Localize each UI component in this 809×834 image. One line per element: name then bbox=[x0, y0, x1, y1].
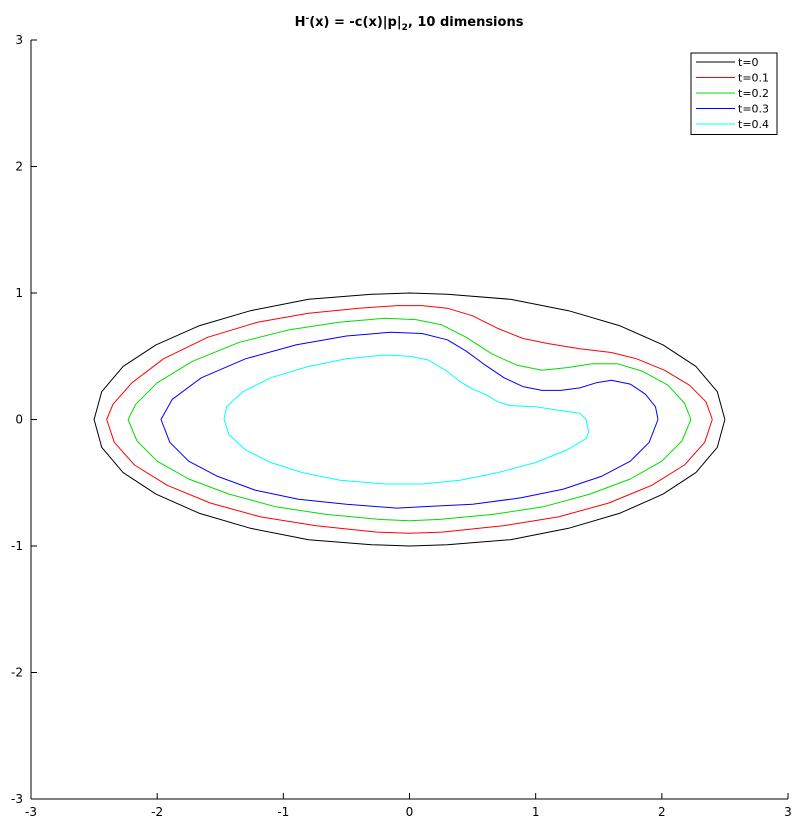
legend-label: t=0.1 bbox=[738, 72, 769, 85]
series-line-2 bbox=[127, 317, 692, 522]
x-tick-label: 2 bbox=[658, 805, 666, 819]
legend: t=0 t=0.1 t=0.2 t=0.3 t=0.4 bbox=[690, 52, 778, 135]
y-tick-label: -2 bbox=[11, 666, 23, 680]
legend-label: t=0.4 bbox=[738, 118, 769, 131]
series-line-3 bbox=[160, 331, 659, 509]
x-tick-label: -1 bbox=[277, 805, 289, 819]
series-line-4 bbox=[223, 354, 590, 485]
axes: -3 -2 -1 0 1 2 3 -3 -2 -1 0 1 2 3 bbox=[11, 33, 792, 819]
y-tick-label: 0 bbox=[15, 413, 23, 427]
series-layer bbox=[93, 292, 726, 547]
y-tick-label: 3 bbox=[15, 33, 23, 47]
x-tick-label: 1 bbox=[532, 805, 540, 819]
series-line-0 bbox=[93, 292, 726, 547]
series-line-1 bbox=[106, 305, 713, 534]
y-tick-label: -3 bbox=[11, 792, 23, 806]
legend-label: t=0 bbox=[738, 56, 759, 69]
x-tick-label: -2 bbox=[151, 805, 163, 819]
title-mid: (x) = -c(x)|p| bbox=[309, 15, 401, 30]
y-tick-label: 1 bbox=[15, 286, 23, 300]
x-tick-label: 0 bbox=[406, 805, 414, 819]
y-tick-label: 2 bbox=[15, 160, 23, 174]
title-sup: - bbox=[305, 14, 309, 24]
legend-label: t=0.3 bbox=[738, 103, 769, 116]
title-main: H bbox=[295, 15, 306, 30]
x-tick-label: 3 bbox=[784, 805, 792, 819]
title-sub: 2 bbox=[402, 23, 408, 33]
legend-box bbox=[690, 52, 778, 135]
y-tick-label: -1 bbox=[11, 539, 23, 553]
x-tick-label: -3 bbox=[25, 805, 37, 819]
chart-title: H-(x) = -c(x)|p|2, 10 dimensions bbox=[295, 14, 524, 33]
title-tail: , 10 dimensions bbox=[408, 15, 524, 30]
legend-label: t=0.2 bbox=[738, 87, 769, 100]
